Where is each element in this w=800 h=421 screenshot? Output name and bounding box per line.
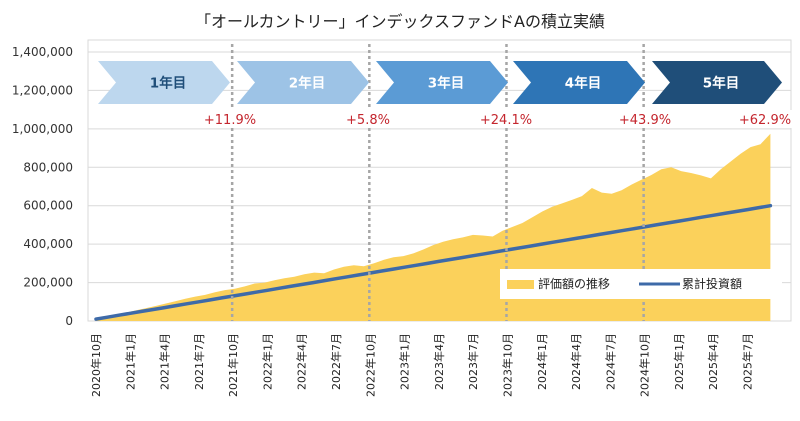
x-tick-label: 2023年1月 [398, 333, 412, 390]
legend-label: 累計投資額 [682, 276, 742, 291]
x-axis: 2020年10月 2021年1月 2021年4月 2021年7月 2021年10月 202… [89, 333, 755, 397]
y-tick-label: 0 [65, 314, 73, 328]
phase-chevron [376, 61, 508, 104]
x-tick-label: 2021年7月 [192, 333, 206, 390]
y-tick-label: 200,000 [23, 276, 73, 290]
x-tick-label: 2024年10月 [638, 333, 652, 397]
phase-chevron [237, 61, 369, 104]
x-tick-label: 2025年1月 [672, 333, 686, 390]
phase-label: 1年目 [150, 75, 186, 92]
return-label-bg [727, 110, 800, 128]
y-tick-label: 800,000 [23, 160, 73, 174]
return-label-bg [607, 110, 683, 128]
y-tick-label: 1,400,000 [12, 45, 73, 59]
x-tick-label: 2025年7月 [741, 333, 755, 390]
x-tick-label: 2024年7月 [603, 333, 617, 390]
legend-swatch-area [507, 280, 534, 289]
x-tick-label: 2021年4月 [158, 333, 172, 390]
x-tick-label: 2023年10月 [500, 333, 514, 397]
x-tick-label: 2022年7月 [329, 333, 343, 390]
line-cumulative-investment [94, 203, 773, 321]
y-tick-label: 1,200,000 [12, 83, 73, 97]
return-label: +24.1% [480, 113, 532, 128]
x-tick-label: 2024年4月 [569, 333, 583, 390]
x-tick-label: 2022年10月 [363, 333, 377, 397]
y-tick-label: 600,000 [23, 199, 73, 213]
line-series [94, 203, 773, 321]
phase-label: 4年目 [565, 75, 601, 92]
x-tick-label: 2021年10月 [226, 333, 240, 397]
return-label: +62.9% [739, 113, 791, 128]
return-label-bg [330, 110, 406, 128]
return-label-bg [192, 110, 268, 128]
legend: 評価額の推移 累計投資額 [500, 269, 782, 299]
phase-chevron [98, 61, 230, 104]
legend-label: 評価額の推移 [538, 276, 610, 291]
y-axis: 0 200,000 400,000 600,000 800,000 1,000,000 1,… [12, 45, 73, 328]
phase-chevron [513, 61, 645, 104]
return-label-bg [468, 110, 544, 128]
year-phase-chevrons: 1年目 +11.9% 2年目 +5.8% 3年目 +24.1% 4年目 +43.9% 5年目 +6… [98, 61, 800, 128]
return-label: +43.9% [619, 113, 671, 128]
chart-title: 「オールカントリー」インデックスファンドAの積立実績 [195, 12, 605, 31]
y-tick-label: 1,000,000 [12, 122, 73, 136]
x-tick-label: 2020年10月 [89, 333, 103, 397]
x-tick-label: 2021年1月 [123, 333, 137, 390]
x-tick-label: 2024年1月 [535, 333, 549, 390]
phase-chevron [652, 61, 782, 104]
x-tick-label: 2025年4月 [706, 333, 720, 390]
x-tick-label: 2022年1月 [260, 333, 274, 390]
return-label: +11.9% [204, 113, 256, 128]
y-tick-label: 400,000 [23, 237, 73, 251]
phase-label: 3年目 [428, 75, 464, 92]
x-tick-label: 2023年4月 [432, 333, 446, 390]
phase-label: 5年目 [703, 75, 739, 92]
return-label: +5.8% [346, 113, 390, 128]
x-tick-label: 2022年4月 [295, 333, 309, 390]
x-tick-label: 2023年7月 [466, 333, 480, 390]
phase-label: 2年目 [289, 75, 325, 92]
